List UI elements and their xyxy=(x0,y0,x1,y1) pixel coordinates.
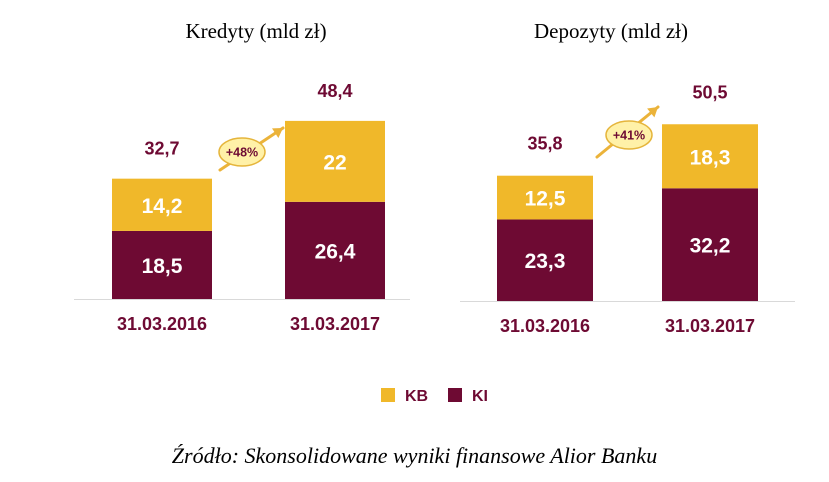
bar-ki xyxy=(112,230,212,299)
category-label: 31.03.2016 xyxy=(117,314,207,334)
growth-arrow-head xyxy=(272,128,283,138)
legend-label-kb: KB xyxy=(405,388,428,405)
data-label-ki: 32,2 xyxy=(690,235,731,258)
total-label: 48,4 xyxy=(317,81,352,101)
data-label-ki: 23,3 xyxy=(525,250,566,273)
data-label-kb: 14,2 xyxy=(142,195,183,218)
legend-swatch-ki xyxy=(448,388,462,402)
growth-badge xyxy=(218,137,266,167)
category-label: 31.03.2017 xyxy=(665,316,755,336)
chart-kredyty: Kredyty (mld zł) 18,5 14,2 32,7 31.03.2016 26… xyxy=(74,19,410,334)
legend: KB KI xyxy=(381,388,488,405)
bar-kb xyxy=(497,175,593,220)
bar-ki xyxy=(662,188,758,301)
total-label: 50,5 xyxy=(692,82,727,102)
category-label: 31.03.2016 xyxy=(500,316,590,336)
data-label-ki: 18,5 xyxy=(142,255,183,278)
chart-title: Depozyty (mld zł) xyxy=(534,19,688,43)
growth-label: +48% xyxy=(226,146,258,160)
category-label: 31.03.2017 xyxy=(290,314,380,334)
total-label: 35,8 xyxy=(527,134,562,154)
legend-label-ki: KI xyxy=(472,388,488,405)
bar-kb xyxy=(112,178,212,231)
legend-swatch-kb xyxy=(381,388,395,402)
data-label-kb: 22 xyxy=(323,151,346,174)
growth-badge xyxy=(605,120,653,150)
bar-ki xyxy=(285,201,385,299)
bar-kb xyxy=(662,124,758,189)
source-caption: Źródło: Skonsolidowane wyniki finansowe … xyxy=(171,443,658,468)
total-label: 32,7 xyxy=(144,139,179,159)
data-label-kb: 12,5 xyxy=(525,188,566,211)
bar-ki xyxy=(497,219,593,301)
data-label-kb: 18,3 xyxy=(690,146,731,169)
growth-arrow-head xyxy=(647,107,658,118)
chart-depozyty: Depozyty (mld zł) 23,3 12,5 35,8 31.03.2016 3… xyxy=(460,19,795,336)
bar-kb xyxy=(285,120,385,202)
growth-label: +41% xyxy=(613,129,645,143)
chart-title: Kredyty (mld zł) xyxy=(185,19,326,43)
data-label-ki: 26,4 xyxy=(315,240,356,263)
